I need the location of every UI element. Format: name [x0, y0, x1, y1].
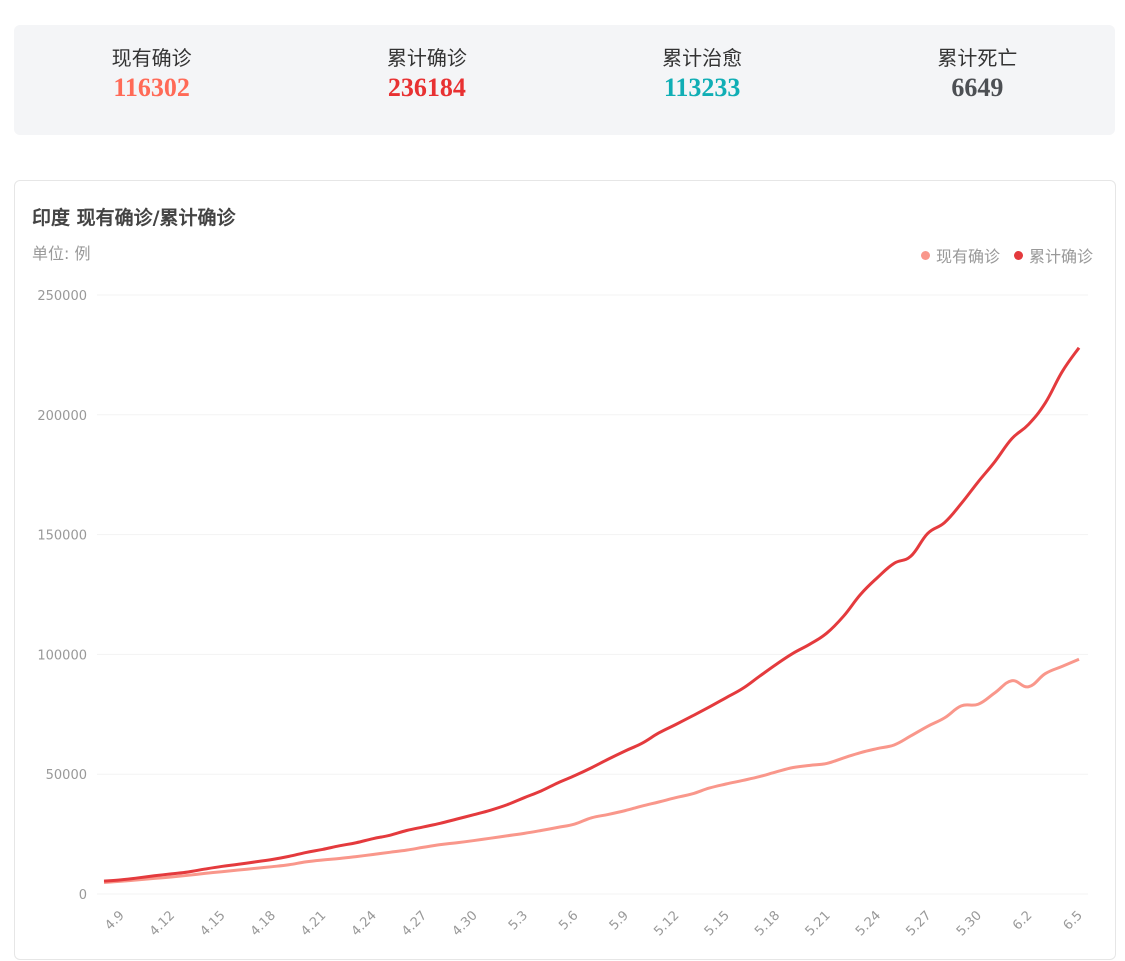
chart-title: 印度 现有确诊/累计确诊 — [32, 207, 236, 229]
x-tick-label: 5.6 — [556, 908, 581, 933]
x-tick-label: 6.2 — [1010, 908, 1035, 933]
legend-item-total[interactable]: 累计确诊 — [1013, 243, 1093, 267]
x-tick-label: 5.21 — [803, 908, 834, 939]
chart-legend: 现有确诊 累计确诊 — [920, 243, 1093, 267]
legend-item-current[interactable]: 现有确诊 — [920, 243, 1000, 267]
x-tick-label: 4.18 — [248, 908, 279, 939]
series-line-total-confirmed[interactable] — [103, 346, 1081, 883]
stat-total-deaths: 累计死亡 6649 — [840, 25, 1115, 135]
x-tick-label: 4.9 — [102, 908, 127, 933]
x-tick-label: 4.15 — [197, 908, 228, 939]
x-tick-label: 5.18 — [752, 908, 783, 939]
stat-total-recovered: 累计治愈 113233 — [565, 25, 840, 135]
legend-dot-icon — [1013, 250, 1023, 260]
legend-label: 现有确诊 — [935, 247, 1000, 266]
stat-total-confirmed: 累计确诊 236184 — [289, 25, 564, 135]
stat-label: 现有确诊 — [111, 46, 192, 70]
stat-value: 113233 — [663, 73, 741, 102]
x-tick-label: 4.12 — [147, 908, 178, 939]
x-tick-label: 5.24 — [853, 908, 884, 939]
x-tick-label: 5.27 — [903, 908, 934, 939]
y-tick-label: 50000 — [46, 768, 87, 783]
stat-value: 6649 — [951, 73, 1004, 102]
stat-current-confirmed: 现有确诊 116302 — [14, 25, 289, 135]
chart-unit: 单位: 例 — [32, 244, 91, 263]
y-tick-label: 150000 — [37, 529, 87, 544]
y-tick-label: 100000 — [37, 648, 87, 663]
y-tick-label: 250000 — [37, 289, 87, 304]
legend-label: 累计确诊 — [1028, 247, 1093, 266]
x-tick-label: 5.3 — [506, 908, 531, 933]
x-tick-label: 6.5 — [1061, 908, 1086, 933]
x-tick-label: 5.9 — [607, 908, 632, 933]
x-tick-label: 5.15 — [702, 908, 733, 939]
summary-panel: 现有确诊 116302 累计确诊 236184 累计治愈 113233 累计死亡… — [14, 25, 1115, 135]
x-tick-label: 4.21 — [298, 908, 329, 939]
x-tick-label: 5.30 — [954, 908, 985, 939]
stat-value: 116302 — [113, 73, 190, 102]
legend-dot-icon — [920, 250, 930, 260]
stat-label: 累计确诊 — [386, 46, 467, 70]
x-tick-label: 4.24 — [349, 908, 380, 939]
x-tick-label: 5.12 — [651, 908, 682, 939]
series-line-current-confirmed[interactable] — [103, 657, 1080, 884]
stat-label: 累计死亡 — [937, 46, 1018, 70]
chart-card: 印度 现有确诊/累计确诊 单位: 例 现有确诊 累计确诊 0 50000 10000… — [14, 180, 1116, 960]
stat-value: 236184 — [387, 73, 466, 102]
x-tick-label: 4.27 — [399, 908, 430, 939]
stat-label: 累计治愈 — [662, 46, 743, 70]
x-tick-label: 4.30 — [450, 908, 481, 939]
y-tick-label: 200000 — [37, 409, 87, 424]
y-tick-label: 0 — [79, 888, 87, 903]
line-chart[interactable]: 0 50000 100000 150000 200000 250000 4.9 4.12 4.1… — [15, 181, 1117, 961]
